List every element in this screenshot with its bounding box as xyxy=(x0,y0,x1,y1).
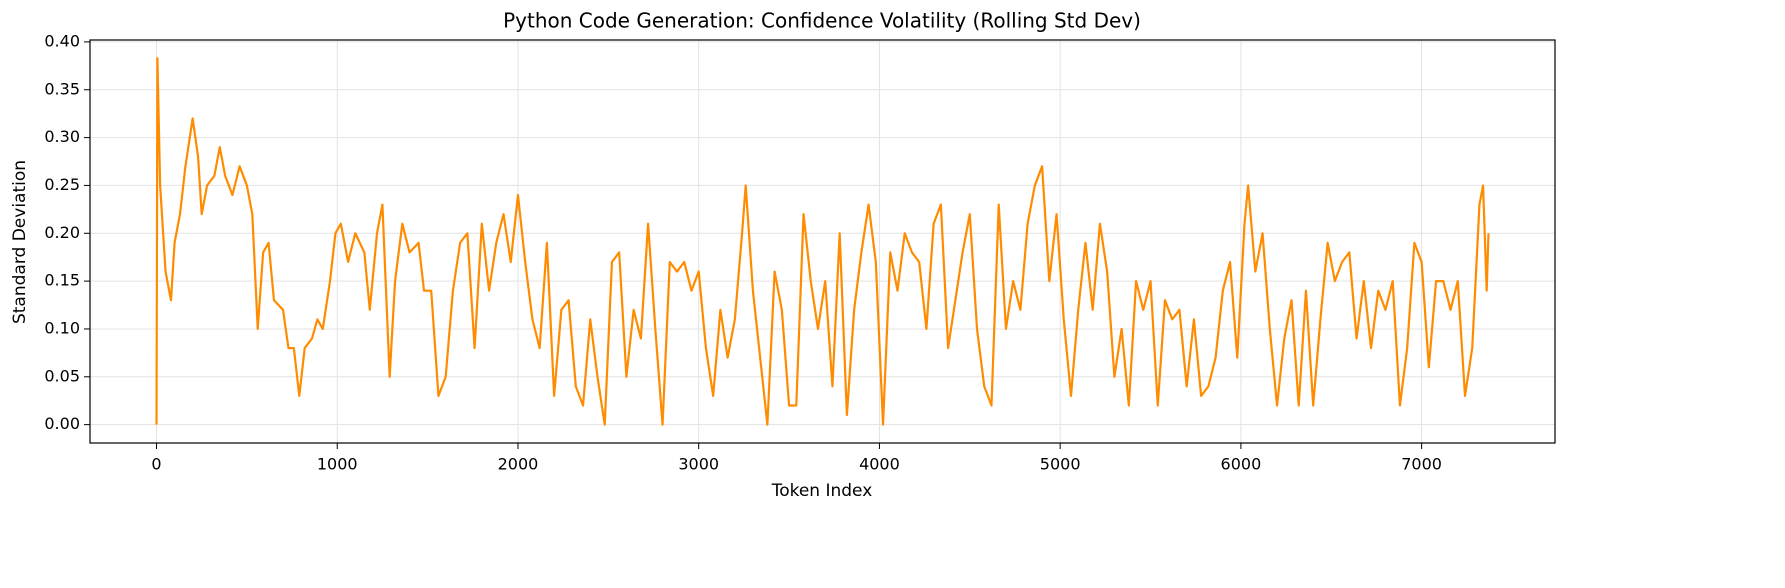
y-tick-label: 0.25 xyxy=(44,175,80,194)
chart-title: Python Code Generation: Confidence Volat… xyxy=(503,9,1141,33)
y-tick-label: 0.20 xyxy=(44,223,80,242)
x-tick-label: 6000 xyxy=(1221,455,1262,474)
x-tick-label: 3000 xyxy=(678,455,719,474)
x-tick-label: 5000 xyxy=(1040,455,1081,474)
y-tick-label: 0.40 xyxy=(44,31,80,50)
plot-frame xyxy=(89,39,1556,444)
x-tick-label: 1000 xyxy=(317,455,358,474)
y-tick-label: 0.05 xyxy=(44,366,80,385)
y-tick-label: 0.35 xyxy=(44,79,80,98)
y-tick-label: 0.15 xyxy=(44,271,80,290)
x-tick-label: 4000 xyxy=(859,455,900,474)
data-line xyxy=(155,57,1490,426)
x-tick-label: 0 xyxy=(151,455,161,474)
x-axis-label: Token Index xyxy=(771,481,873,501)
x-tick-label: 2000 xyxy=(498,455,539,474)
x-tick-label: 7000 xyxy=(1401,455,1442,474)
y-axis-label: Standard Deviation xyxy=(10,160,30,324)
y-tick-label: 0.00 xyxy=(44,414,80,433)
y-tick-label: 0.10 xyxy=(44,318,80,337)
y-tick-label: 0.30 xyxy=(44,127,80,146)
